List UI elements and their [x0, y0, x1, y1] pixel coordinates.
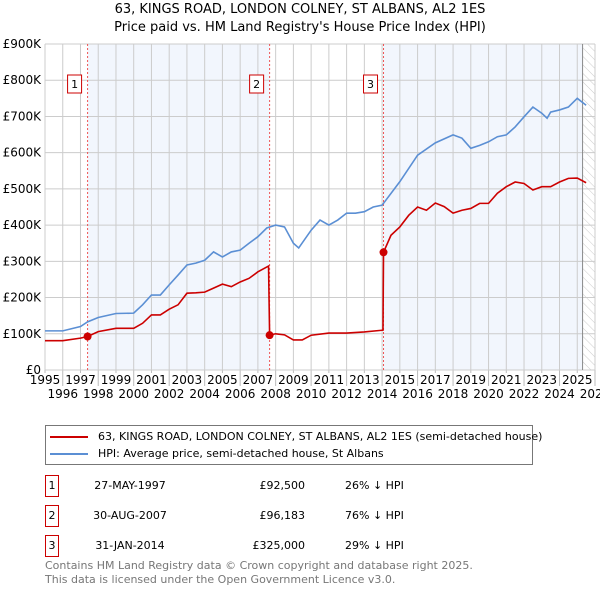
- sale-price: £92,500: [259, 479, 306, 492]
- x-tick-label: 2021: [491, 373, 522, 387]
- legend-label: HPI: Average price, semi-detached house,…: [98, 447, 384, 460]
- sale-number-badge: 3: [45, 535, 59, 557]
- y-tick-label: £600K: [3, 146, 43, 160]
- x-tick-label: 2001: [136, 373, 167, 387]
- hpi-line: [45, 97, 587, 332]
- x-tick-label: 1996: [47, 387, 78, 401]
- legend-swatch-red: [50, 435, 88, 438]
- sale-row: 1 27-MAY-1997 £92,500 26% ↓ HPI: [45, 475, 445, 497]
- x-tick-label: 2004: [189, 387, 220, 401]
- x-tick-label: 1998: [83, 387, 114, 401]
- y-tick-label: £800K: [3, 73, 43, 87]
- x-tick-label: 1999: [101, 373, 132, 387]
- x-tick-label: 1997: [65, 373, 96, 387]
- y-tick-label: £900K: [3, 37, 43, 51]
- chart-subtitle: Price paid vs. HM Land Registry's House …: [114, 20, 486, 35]
- x-tick-label: 2010: [296, 387, 327, 401]
- shaded-ownership-period: [87, 44, 270, 370]
- x-tick-label: 2007: [243, 373, 274, 387]
- sale-label-box: [67, 74, 83, 94]
- sale-hpi-diff: 29% ↓ HPI: [345, 539, 404, 552]
- x-tick-label: 2015: [385, 373, 416, 387]
- x-tick-label: 2006: [225, 387, 256, 401]
- shaded-ownership-period: [383, 44, 583, 370]
- x-tick-label: 2000: [118, 387, 149, 401]
- x-tick-label: 2003: [172, 373, 203, 387]
- footer-licence: This data is licensed under the Open Gov…: [45, 573, 396, 586]
- sale-row: 2 30-AUG-2007 £96,183 76% ↓ HPI: [45, 505, 445, 527]
- legend-item-hpi: HPI: Average price, semi-detached house,…: [50, 447, 384, 460]
- sale-hpi-diff: 26% ↓ HPI: [345, 479, 404, 492]
- forecast-hatch: [582, 44, 595, 370]
- sale-price: £325,000: [252, 539, 306, 552]
- legend-label: 63, KINGS ROAD, LONDON COLNEY, ST ALBANS…: [98, 430, 543, 443]
- sale-date: 30-AUG-2007: [93, 509, 167, 522]
- sale-row: 3 31-JAN-2014 £325,000 29% ↓ HPI: [45, 535, 445, 557]
- x-tick-label: 2016: [402, 387, 433, 401]
- price-paid-line: [45, 177, 587, 342]
- x-tick-label: 1995: [30, 373, 61, 387]
- x-tick-label: 2009: [278, 373, 309, 387]
- y-tick-label: £300K: [3, 254, 43, 268]
- x-tick-label: 2023: [527, 373, 558, 387]
- chart-title: 63, KINGS ROAD, LONDON COLNEY, ST ALBANS…: [114, 2, 486, 17]
- y-tick-label: £700K: [3, 109, 43, 123]
- x-tick-label: 2002: [154, 387, 185, 401]
- x-tick-label: 2024: [544, 387, 575, 401]
- x-tick-label: 2017: [420, 373, 451, 387]
- sale-label-box: [363, 74, 379, 94]
- x-tick-label: 2012: [331, 387, 362, 401]
- legend-item-property: 63, KINGS ROAD, LONDON COLNEY, ST ALBANS…: [50, 430, 542, 443]
- y-tick-label: £500K: [3, 182, 43, 196]
- x-tick-label: 2025: [562, 373, 593, 387]
- x-tick-label: 2022: [509, 387, 540, 401]
- x-tick-label: 2020: [473, 387, 504, 401]
- sale-label: 3: [367, 78, 374, 91]
- sale-point: [265, 331, 274, 340]
- sale-label-box: [249, 74, 265, 94]
- x-tick-label: 2008: [260, 387, 291, 401]
- x-tick-label: 2018: [438, 387, 469, 401]
- sale-number-badge: 2: [45, 505, 59, 527]
- x-tick-label: 2026: [580, 387, 600, 401]
- footer-copyright: Contains HM Land Registry data © Crown c…: [45, 559, 473, 572]
- y-tick-label: £100K: [3, 327, 43, 341]
- sale-point: [83, 332, 92, 341]
- sale-date: 31-JAN-2014: [95, 539, 165, 552]
- x-tick-label: 2014: [367, 387, 398, 401]
- sale-label: 2: [253, 78, 260, 91]
- sale-point: [379, 248, 388, 257]
- legend-swatch-blue: [50, 452, 88, 455]
- legend: 63, KINGS ROAD, LONDON COLNEY, ST ALBANS…: [45, 425, 542, 465]
- x-tick-label: 2011: [314, 373, 345, 387]
- sale-price: £96,183: [259, 509, 306, 522]
- sale-label: 1: [71, 78, 78, 91]
- sale-date: 27-MAY-1997: [94, 479, 166, 492]
- x-tick-label: 2013: [349, 373, 380, 387]
- sale-hpi-diff: 76% ↓ HPI: [345, 509, 404, 522]
- sale-number-badge: 1: [45, 475, 59, 497]
- y-tick-label: £400K: [3, 218, 43, 232]
- y-tick-label: £200K: [3, 291, 43, 305]
- price-chart: 1995199619971998199920002001200220032004…: [3, 37, 600, 401]
- y-tick-label: £0: [26, 363, 41, 377]
- x-tick-label: 2019: [456, 373, 487, 387]
- x-tick-label: 2005: [207, 373, 238, 387]
